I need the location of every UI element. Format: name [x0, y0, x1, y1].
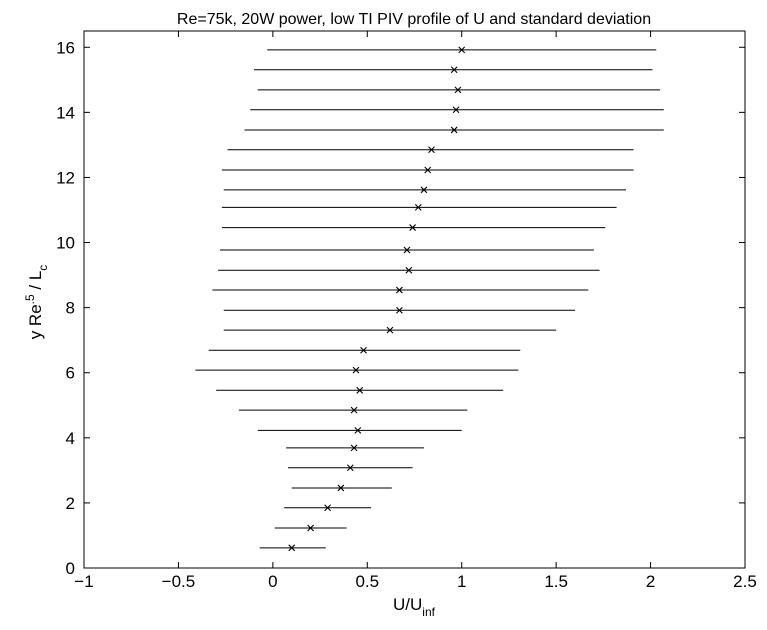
mean-marker [337, 484, 345, 492]
mean-marker [350, 406, 358, 414]
mean-marker [350, 444, 358, 452]
mean-marker [352, 366, 360, 374]
mean-marker [420, 186, 428, 194]
mean-marker [396, 306, 403, 314]
mean-marker [354, 426, 362, 434]
y-tick-label: 8 [66, 299, 75, 318]
x-tick-label: 1.5 [544, 572, 568, 591]
chart-title: Re=75k, 20W power, low TI PIV profile of… [177, 11, 651, 28]
mean-marker [396, 286, 403, 294]
x-tick-label: −1 [74, 572, 93, 591]
y-axis-label-base: y Re [26, 304, 45, 339]
mean-marker [454, 86, 462, 94]
mean-marker [403, 246, 411, 254]
mean-marker [452, 106, 460, 114]
x-axis-label-sub: inf [422, 605, 435, 619]
y-tick-label: 16 [56, 38, 75, 57]
mean-marker [450, 66, 458, 74]
mean-marker [414, 204, 422, 211]
x-ticks: −1 −0.5 0 0.5 1 1.5 2 2.5 [74, 31, 757, 591]
mean-marker [409, 224, 417, 231]
y-axis-label-sup: .5 [23, 294, 37, 304]
y-tick-label: 2 [66, 494, 75, 513]
y-axis-label: y Re.5 / Lc [23, 265, 50, 340]
y-tick-label: 10 [56, 234, 75, 253]
y-tick-label: 6 [66, 364, 75, 383]
markers [288, 46, 466, 552]
x-axis-label: U/Uinf [393, 595, 436, 619]
mean-marker [386, 326, 394, 334]
plot-frame [83, 30, 746, 569]
mean-marker [356, 386, 364, 394]
y-tick-label: 4 [66, 429, 75, 448]
mean-marker [424, 166, 432, 174]
mean-marker [405, 266, 413, 274]
x-tick-label: 2 [646, 572, 655, 591]
y-tick-label: 0 [66, 559, 75, 578]
mean-marker [288, 544, 296, 552]
mean-marker [307, 524, 315, 532]
x-tick-label: −0.5 [162, 572, 196, 591]
mean-marker [360, 346, 367, 354]
y-axis-label-sub: c [36, 265, 50, 271]
mean-marker [458, 46, 466, 54]
x-tick-label: 0.5 [355, 572, 379, 591]
mean-marker [324, 504, 332, 512]
x-axis-label-base: U/U [393, 595, 422, 614]
mean-marker [428, 146, 435, 154]
y-tick-label: 14 [56, 103, 75, 122]
y-ticks: 0 2 4 6 8 10 12 14 16 [56, 38, 745, 578]
mean-marker [346, 464, 354, 472]
x-tick-label: 2.5 [733, 572, 757, 591]
mean-marker [450, 126, 458, 134]
x-tick-label: 1 [457, 572, 466, 591]
x-tick-label: 0 [268, 572, 277, 591]
y-tick-label: 12 [56, 168, 75, 187]
y-axis-label-mid: / L [26, 271, 45, 295]
error-bars [195, 49, 664, 549]
